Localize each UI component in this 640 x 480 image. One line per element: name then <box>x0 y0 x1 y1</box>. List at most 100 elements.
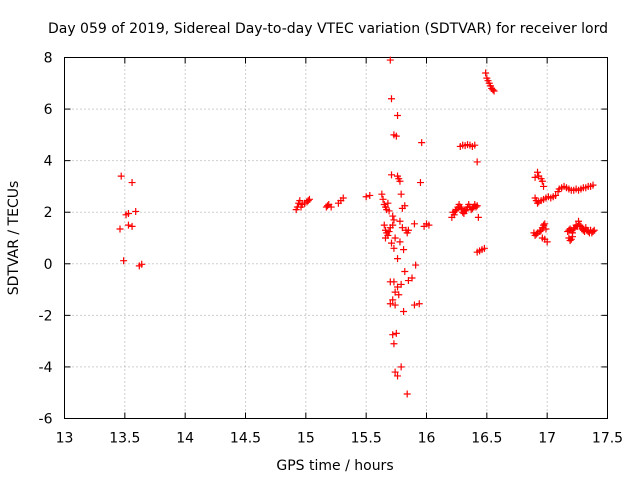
data-point <box>395 291 403 299</box>
data-point <box>124 221 132 229</box>
data-point <box>379 195 387 203</box>
data-point <box>552 191 560 199</box>
data-point <box>391 234 399 242</box>
data-point <box>128 179 136 187</box>
data-point <box>339 194 347 202</box>
data-point <box>397 190 405 198</box>
data-point <box>456 203 464 211</box>
data-points <box>116 56 598 398</box>
data-point <box>473 202 481 210</box>
data-point <box>390 216 398 224</box>
data-point <box>410 220 418 228</box>
data-point <box>390 340 398 348</box>
y-tick-label: -4 <box>39 360 53 376</box>
x-axis-tick-labels: 13 13.5 14 14.5 15 15.5 16 16.5 17 17.5 <box>56 431 624 447</box>
data-point <box>385 207 393 215</box>
x-tick-label: 14 <box>176 431 194 447</box>
data-point <box>404 277 412 285</box>
data-point <box>403 229 411 237</box>
data-point <box>366 191 374 199</box>
data-point <box>418 139 426 147</box>
data-point <box>392 329 400 337</box>
data-point <box>472 203 480 211</box>
data-point <box>534 168 542 176</box>
y-tick-label: 8 <box>44 51 53 67</box>
data-point <box>389 331 397 339</box>
data-point <box>396 217 404 225</box>
data-point <box>389 296 397 304</box>
data-point <box>473 158 481 166</box>
data-point <box>128 222 136 230</box>
x-tick-label: 16.5 <box>471 431 502 447</box>
data-point <box>542 225 550 233</box>
x-tick-label: 13 <box>56 431 74 447</box>
x-axis-label: GPS time / hours <box>276 458 393 474</box>
data-point <box>489 86 497 94</box>
data-point <box>450 211 458 219</box>
data-point <box>120 257 128 265</box>
data-point <box>324 202 332 210</box>
data-point <box>386 300 394 308</box>
data-point <box>540 182 548 190</box>
data-point <box>410 301 418 309</box>
data-point <box>394 372 402 380</box>
data-point <box>400 307 408 315</box>
data-point <box>327 203 335 211</box>
data-point <box>378 190 386 198</box>
data-point <box>538 177 546 185</box>
chart-title: Day 059 of 2019, Sidereal Day-to-day VTE… <box>48 21 608 37</box>
data-point <box>396 177 404 185</box>
x-tick-label: 17 <box>538 431 556 447</box>
data-point <box>297 203 305 211</box>
data-point <box>388 239 396 247</box>
data-point <box>541 220 549 228</box>
data-point <box>397 280 405 288</box>
data-point <box>401 268 409 276</box>
data-point <box>471 141 479 149</box>
x-tick-label: 16 <box>418 431 436 447</box>
y-tick-label: 2 <box>44 205 53 221</box>
data-point <box>589 228 597 236</box>
y-axis-tick-labels: -6 -4 -2 0 2 4 6 8 <box>39 51 53 428</box>
data-point <box>490 87 498 95</box>
data-point <box>305 195 313 203</box>
x-tick-label: 17.5 <box>592 431 623 447</box>
data-point <box>480 244 488 252</box>
data-point <box>482 69 490 77</box>
grid-lines <box>64 57 608 419</box>
data-point <box>415 300 423 308</box>
data-point <box>132 207 140 215</box>
data-point <box>569 233 577 241</box>
data-point <box>296 197 304 205</box>
data-point <box>468 204 476 212</box>
data-point <box>403 390 411 398</box>
data-point <box>388 95 396 103</box>
x-tick-label: 15.5 <box>351 431 382 447</box>
data-point <box>384 199 392 207</box>
data-point <box>389 221 397 229</box>
y-tick-label: -6 <box>39 412 53 428</box>
x-tick-label: 15 <box>297 431 315 447</box>
data-point <box>117 172 125 180</box>
data-point <box>398 224 406 232</box>
data-point <box>540 221 548 229</box>
data-point <box>412 261 420 269</box>
data-point <box>566 237 574 245</box>
data-point <box>386 56 394 64</box>
data-point <box>381 234 389 242</box>
data-point <box>394 283 402 291</box>
y-axis-label: SDTVAR / TECUs <box>6 181 22 296</box>
data-point <box>389 212 397 220</box>
data-point <box>116 225 124 233</box>
data-point <box>570 225 578 233</box>
data-point <box>397 363 405 371</box>
y-tick-label: 4 <box>44 154 53 170</box>
data-point <box>138 260 146 268</box>
data-point <box>391 288 399 296</box>
data-point <box>362 193 370 201</box>
data-point <box>575 217 583 225</box>
data-point <box>391 368 399 376</box>
x-tick-label: 14.5 <box>230 431 261 447</box>
data-point <box>474 213 482 221</box>
